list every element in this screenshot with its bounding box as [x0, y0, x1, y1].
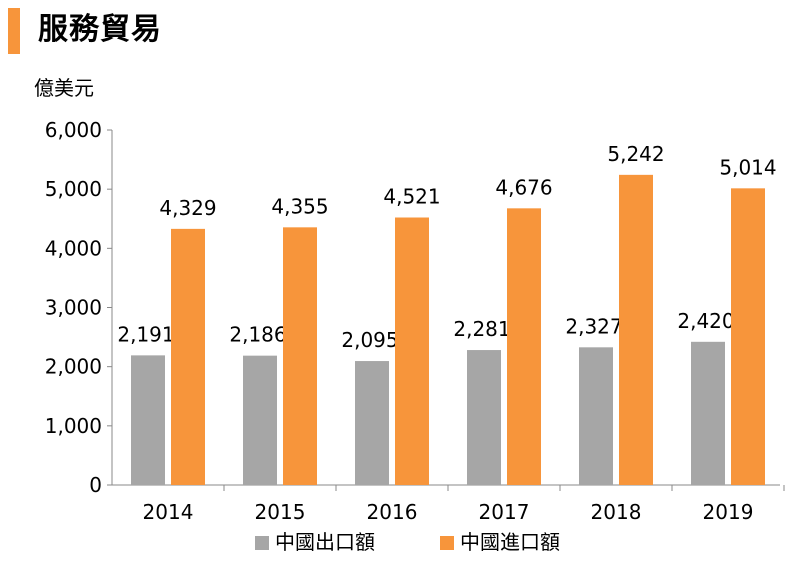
x-tick-label: 2017 [479, 500, 530, 524]
bar-export [355, 361, 389, 485]
legend-label-export: 中國出口額 [275, 530, 375, 554]
y-tick-label: 4,000 [45, 236, 102, 260]
bar-export [579, 347, 613, 485]
bar-import [507, 208, 541, 485]
data-label-import: 5,242 [607, 142, 664, 166]
y-tick-label: 3,000 [45, 296, 102, 320]
bar-export [131, 355, 165, 485]
bar-import [731, 188, 765, 486]
bar-export [467, 350, 501, 485]
data-label-import: 5,014 [719, 155, 776, 179]
x-tick-label: 2018 [591, 500, 642, 524]
bar-import [619, 174, 653, 485]
data-label-import: 4,329 [159, 196, 216, 220]
data-label-export: 2,095 [341, 328, 398, 352]
data-label-export: 2,281 [453, 317, 510, 341]
x-tick-label: 2019 [703, 500, 754, 524]
y-tick-label: 0 [89, 473, 102, 497]
x-tick-label: 2014 [143, 500, 194, 524]
data-label-export: 2,420 [677, 309, 734, 333]
y-tick-label: 5,000 [45, 177, 102, 201]
chart-title: 服務貿易 [38, 12, 162, 47]
bar-import [395, 217, 429, 485]
x-tick-label: 2015 [255, 500, 306, 524]
y-axis-unit: 億美元 [34, 76, 94, 100]
legend-label-import: 中國進口額 [460, 530, 560, 554]
data-label-export: 2,191 [117, 322, 174, 346]
y-tick-label: 6,000 [45, 118, 102, 142]
y-tick-label: 1,000 [45, 414, 102, 438]
data-label-import: 4,676 [495, 175, 552, 199]
bar-export [691, 341, 725, 485]
y-tick-label: 2,000 [45, 355, 102, 379]
x-tick-label: 2016 [367, 500, 418, 524]
legend-swatch-export [255, 536, 269, 550]
data-label-import: 4,355 [271, 194, 328, 218]
data-label-export: 2,327 [565, 314, 622, 338]
data-label-export: 2,186 [229, 323, 286, 347]
bar-export [243, 355, 277, 485]
bar-import [171, 228, 205, 485]
legend-swatch-import [440, 536, 454, 550]
title-accent-bar [8, 8, 20, 54]
bar-import [283, 227, 317, 485]
data-label-import: 4,521 [383, 185, 440, 209]
